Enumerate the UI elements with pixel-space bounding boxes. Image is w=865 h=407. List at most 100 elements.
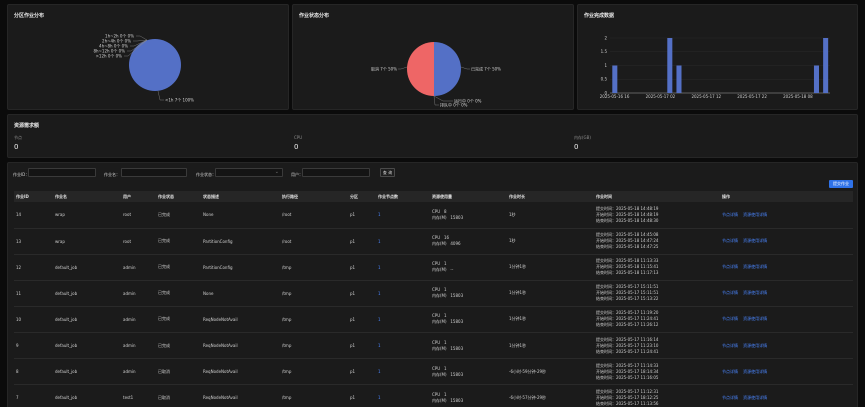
jobs-table: 作业ID 作业名 用户 作业状态 状态描述 执行路径 分区 作业节点数 资源使用量 作业时长 作业时… xyxy=(14,191,853,407)
status-cell: 已完成 xyxy=(156,228,201,255)
node-detail-link[interactable]: 节点详情 xyxy=(722,211,738,217)
node-detail-link[interactable]: 节点详情 xyxy=(722,316,738,322)
node-detail-link[interactable]: 节点详情 xyxy=(722,290,738,296)
node-count-cell[interactable]: 1 xyxy=(376,254,430,281)
node-count-cell[interactable]: 1 xyxy=(376,306,430,333)
resource-usage-link[interactable]: 资源使用详情 xyxy=(743,238,768,244)
job-status-select[interactable]: ⌄ xyxy=(215,168,283,177)
job-time-cell: 提交时间：2025-05-17 11:19:20 开始时间：2025-05-17 … xyxy=(594,306,720,333)
partition-cell: p1 xyxy=(348,332,376,360)
partition-label-line xyxy=(157,90,164,101)
status-cell: 已取消 xyxy=(156,358,201,386)
bar[interactable] xyxy=(612,65,618,94)
job-id-cell: 10 xyxy=(14,306,53,333)
table-row[interactable]: 13 wrap root 已完成 PartitionConfig/root p1 1 CPU … xyxy=(14,228,853,255)
table-row[interactable]: 10 default_job admin 已完成 ReqNodeNotAvail/tmp… xyxy=(14,306,853,333)
resource-usage-link[interactable]: 资源使用详情 xyxy=(743,368,768,374)
column-header: 状态描述 xyxy=(201,191,280,202)
status-cell: 已完成 xyxy=(156,202,201,229)
y-tick-label: 2 xyxy=(604,35,607,40)
actions-cell: 节点详情 资源使用详情 xyxy=(720,384,853,407)
column-header: 执行路径 xyxy=(280,191,348,202)
status-pie-slice-completed[interactable] xyxy=(434,42,461,96)
status-label: 排队中 0个 0% xyxy=(440,102,468,108)
table-row[interactable]: 14 wrap root 已完成 None/root p1 1 CPU 8 内存(M) 1580… xyxy=(14,202,853,229)
table-row[interactable]: 12 default_job admin 已完成 PartitionConfig/tmp… xyxy=(14,254,853,281)
column-header: 作业节点数 xyxy=(376,191,430,202)
bar[interactable] xyxy=(813,65,819,94)
partition-cell: p1 xyxy=(348,384,376,407)
path-cell: /tmp xyxy=(280,332,348,360)
node-detail-link[interactable]: 节点详情 xyxy=(722,368,738,374)
actions-cell: 节点详情 资源使用详情 xyxy=(720,358,853,386)
job-time-cell: 提交时间：2025-05-17 11:14:33 开始时间：2025-05-17 … xyxy=(594,358,720,386)
table-row[interactable]: 7 default_job test1 已取消 ReqNodeNotAvail/tmp p… xyxy=(14,384,853,407)
resource-usage-link[interactable]: 资源使用详情 xyxy=(743,342,768,348)
bar[interactable] xyxy=(823,38,829,93)
resource-usage-link[interactable]: 资源使用详情 xyxy=(743,394,768,400)
job-status-panel: 作业状态分布 已完成 7个 50% 取消 7个 50% 运行中 0个 0% 排队中 0… xyxy=(292,4,574,110)
node-count-cell[interactable]: 1 xyxy=(376,358,430,386)
table-row[interactable]: 9 default_job admin 已完成 ReqNodeNotAvail/tmp p… xyxy=(14,332,853,360)
user-cell: admin xyxy=(121,254,156,281)
partition-cell: p1 xyxy=(348,306,376,333)
actions-cell: 节点详情 资源使用详情 xyxy=(720,280,853,307)
node-count-cell[interactable]: 1 xyxy=(376,384,430,407)
resource-usage-link[interactable]: 资源使用详情 xyxy=(743,290,768,296)
partition-label: >12h 0个 0% xyxy=(96,53,123,58)
status-cell: 已完成 xyxy=(156,332,201,360)
job-id-input[interactable] xyxy=(28,168,96,177)
job-id-label: 作业ID： xyxy=(13,172,30,177)
node-detail-link[interactable]: 节点详情 xyxy=(722,394,738,400)
job-id-cell: 7 xyxy=(14,384,53,407)
partition-label: 1h~2h 0个 0% xyxy=(105,33,134,38)
x-tick-label: 2025-05-17 02 xyxy=(646,94,676,99)
resource-usage-cell: CPU 8 内存(M) 15803 xyxy=(430,202,507,229)
bar[interactable] xyxy=(676,65,682,94)
column-header: 用户 xyxy=(121,191,156,202)
resource-usage-link[interactable]: 资源使用详情 xyxy=(743,264,768,270)
partition-pie-slice[interactable] xyxy=(129,39,181,91)
status-label-line xyxy=(433,95,453,102)
status-desc-cell: ReqNodeNotAvail xyxy=(201,358,280,386)
resource-usage-cell: CPU 1 内存(M) 15803 xyxy=(430,358,507,386)
resource-usage-link[interactable]: 资源使用详情 xyxy=(743,211,768,217)
status-pie-slice-cancelled[interactable] xyxy=(407,42,434,96)
job-id-cell: 12 xyxy=(14,254,53,281)
job-name-label: 作业名： xyxy=(104,172,120,177)
status-label-line xyxy=(398,66,408,70)
node-count-cell[interactable]: 1 xyxy=(376,228,430,255)
job-name-cell: default_job xyxy=(53,280,121,307)
path-cell: /root xyxy=(280,228,348,255)
cpu-value: 0 xyxy=(294,143,299,151)
partition-label-line xyxy=(133,39,148,42)
node-detail-link[interactable]: 节点详情 xyxy=(722,342,738,348)
node-count-cell[interactable]: 1 xyxy=(376,332,430,360)
user-input[interactable] xyxy=(302,168,370,177)
job-name-cell: wrap xyxy=(53,228,121,255)
status-desc-cell: ReqNodeNotAvail xyxy=(201,332,280,360)
node-count-cell[interactable]: 1 xyxy=(376,202,430,229)
column-header: 作业时间 xyxy=(594,191,720,202)
table-row[interactable]: 11 default_job admin 已完成 None/tmp p1 1 CPU 1 内存(… xyxy=(14,280,853,307)
resource-usage-cell: CPU 16 内存(M) 4096 xyxy=(430,228,507,255)
duration-cell: 1秒 xyxy=(507,228,594,255)
bar[interactable] xyxy=(667,38,673,93)
node-count-cell[interactable]: 1 xyxy=(376,280,430,307)
resource-usage-link[interactable]: 资源使用详情 xyxy=(743,316,768,322)
query-button[interactable]: 查 询 xyxy=(380,168,395,177)
node-detail-link[interactable]: 节点详情 xyxy=(722,264,738,270)
resource-panel: 资源需求额 节点 0 CPU 0 内存(GB) 0 xyxy=(7,114,858,158)
partition-cell: p1 xyxy=(348,202,376,229)
job-time-cell: 提交时间：2025-05-18 14:48:19 开始时间：2025-05-18 … xyxy=(594,202,720,229)
cpu-label: CPU xyxy=(294,135,303,140)
status-desc-cell: None xyxy=(201,280,280,307)
job-time-cell: 提交时间：2025-05-18 11:13:33 开始时间：2025-05-18 … xyxy=(594,254,720,281)
table-row[interactable]: 8 default_job admin 已取消 ReqNodeNotAvail/tmp p… xyxy=(14,358,853,386)
submit-job-button[interactable]: 提交作业 xyxy=(829,180,853,188)
node-detail-link[interactable]: 节点详情 xyxy=(722,238,738,244)
column-header: 作业名 xyxy=(53,191,121,202)
status-desc-cell: ReqNodeNotAvail xyxy=(201,306,280,333)
memory-label: 内存(GB) xyxy=(574,135,591,140)
job-name-input[interactable] xyxy=(121,168,187,177)
